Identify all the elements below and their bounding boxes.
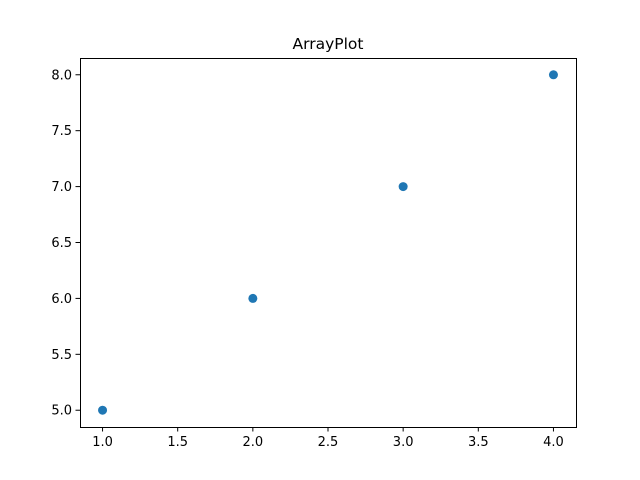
y-tick-label: 6.0	[51, 292, 72, 307]
x-tick-label: 4.0	[543, 435, 564, 450]
x-axis-ticks: 1.0 1.5 2.0 2.5 3.0 3.5 4.0	[92, 427, 564, 450]
y-tick-label: 5.5	[51, 348, 72, 363]
x-tick-label: 1.5	[167, 435, 188, 450]
y-tick-label: 8.0	[51, 68, 72, 83]
x-tick-label: 1.0	[92, 435, 113, 450]
x-tick-label: 2.0	[243, 435, 264, 450]
x-tick-label: 2.5	[318, 435, 339, 450]
data-point	[548, 70, 558, 80]
data-point	[248, 293, 258, 303]
data-points	[98, 70, 558, 415]
chart-title: ArrayPlot	[293, 35, 364, 53]
data-point	[98, 405, 108, 415]
y-tick-label: 7.0	[51, 180, 72, 195]
y-axis-ticks: 5.0 5.5 6.0 6.5 7.0 7.5 8.0	[51, 68, 80, 419]
y-tick-label: 5.0	[51, 404, 72, 419]
data-point	[398, 182, 408, 192]
y-tick-label: 6.5	[51, 236, 72, 251]
x-tick-label: 3.0	[393, 435, 414, 450]
y-tick-label: 7.5	[51, 124, 72, 139]
plot-frame	[80, 58, 577, 428]
x-tick-label: 3.5	[468, 435, 489, 450]
